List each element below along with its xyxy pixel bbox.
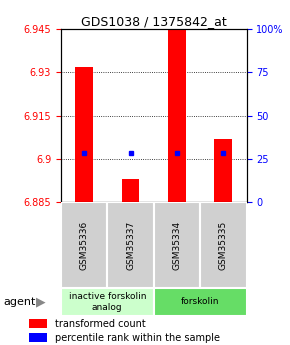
Text: percentile rank within the sample: percentile rank within the sample xyxy=(55,333,220,343)
Bar xyxy=(154,202,200,288)
Bar xyxy=(107,202,154,288)
Bar xyxy=(75,67,93,202)
Text: agent: agent xyxy=(3,297,35,307)
Bar xyxy=(168,29,186,202)
Text: inactive forskolin
analog: inactive forskolin analog xyxy=(68,292,146,312)
Text: GSM35334: GSM35334 xyxy=(172,220,182,269)
Bar xyxy=(61,202,107,288)
Text: GSM35336: GSM35336 xyxy=(79,220,89,269)
Text: GSM35335: GSM35335 xyxy=(219,220,228,269)
Text: GSM35337: GSM35337 xyxy=(126,220,135,269)
Title: GDS1038 / 1375842_at: GDS1038 / 1375842_at xyxy=(81,15,226,28)
Bar xyxy=(29,333,47,342)
Bar xyxy=(200,202,246,288)
Bar xyxy=(215,139,232,202)
Text: forskolin: forskolin xyxy=(181,297,219,306)
Bar xyxy=(122,179,139,202)
Bar xyxy=(154,288,246,316)
Text: transformed count: transformed count xyxy=(55,319,145,329)
Bar xyxy=(61,288,154,316)
Bar xyxy=(29,319,47,328)
Text: ▶: ▶ xyxy=(36,295,46,308)
